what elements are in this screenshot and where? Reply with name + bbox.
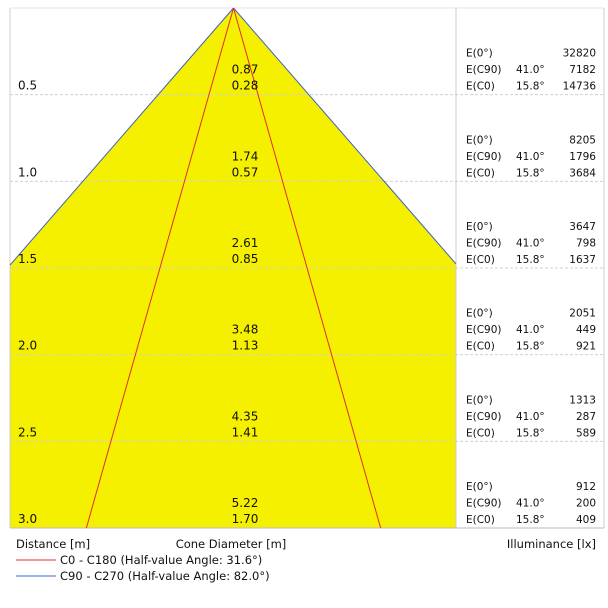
illuminance-value: 449 bbox=[576, 324, 596, 336]
illuminance-label: E(C0) bbox=[466, 167, 495, 179]
distance-label: 1.0 bbox=[18, 165, 37, 179]
illuminance-value: 912 bbox=[576, 481, 596, 493]
c0-edge-right bbox=[233, 7, 382, 529]
illuminance-value: 2051 bbox=[569, 308, 596, 320]
illuminance-value: 798 bbox=[576, 238, 596, 250]
illuminance-value: 3647 bbox=[569, 221, 596, 233]
distance-label: 0.5 bbox=[18, 79, 37, 93]
illuminance-angle: 15.8° bbox=[516, 427, 545, 439]
illuminance-value: 589 bbox=[576, 427, 596, 439]
c90-edge-right bbox=[233, 7, 457, 265]
illuminance-angle: 41.0° bbox=[516, 64, 545, 76]
illuminance-angle: 15.8° bbox=[516, 341, 545, 353]
illuminance-label: E(C90) bbox=[466, 151, 502, 163]
illuminance-angle: 15.8° bbox=[516, 167, 545, 179]
cone-diameter-c90: 5.22 bbox=[232, 496, 259, 510]
illuminance-label: E(C0) bbox=[466, 81, 495, 93]
illuminance-label: E(0°) bbox=[466, 481, 493, 493]
illuminance-value: 7182 bbox=[569, 64, 596, 76]
cone-diameter-c90: 4.35 bbox=[232, 409, 259, 423]
illuminance-value: 1796 bbox=[569, 151, 596, 163]
illuminance-label: E(C0) bbox=[466, 514, 495, 526]
illuminance-value: 200 bbox=[576, 498, 596, 510]
cone-diameter-c0: 0.57 bbox=[232, 165, 259, 179]
illuminance-label: E(C90) bbox=[466, 238, 502, 250]
illuminance-angle: 15.8° bbox=[516, 254, 545, 266]
illuminance-axis-label: Illuminance [lx] bbox=[507, 537, 596, 551]
illuminance-label: E(C90) bbox=[466, 498, 502, 510]
distance-axis-label: Distance [m] bbox=[16, 537, 90, 551]
legend-entry: C0 - C180 (Half-value Angle: 31.6°) bbox=[60, 553, 262, 567]
illuminance-label: E(0°) bbox=[466, 134, 493, 146]
illuminance-angle: 41.0° bbox=[516, 498, 545, 510]
illuminance-angle: 41.0° bbox=[516, 238, 545, 250]
cone-diameter-axis-label: Cone Diameter [m] bbox=[176, 537, 287, 551]
illuminance-label: E(C0) bbox=[466, 341, 495, 353]
c90-edge-left bbox=[9, 7, 234, 266]
illuminance-value: 8205 bbox=[569, 134, 596, 146]
illuminance-label: E(C0) bbox=[466, 254, 495, 266]
illuminance-value: 1637 bbox=[569, 254, 596, 266]
cone-diameter-c90: 1.74 bbox=[232, 149, 259, 163]
illuminance-value: 14736 bbox=[563, 81, 597, 93]
illuminance-value: 3684 bbox=[569, 167, 596, 179]
illuminance-label: E(0°) bbox=[466, 48, 493, 60]
illuminance-angle: 41.0° bbox=[516, 324, 545, 336]
cone-diameter-c90: 0.87 bbox=[232, 63, 259, 77]
illuminance-value: 921 bbox=[576, 341, 596, 353]
illuminance-value: 287 bbox=[576, 411, 596, 423]
distance-label: 2.5 bbox=[18, 425, 37, 439]
illuminance-label: E(C90) bbox=[466, 411, 502, 423]
cone-diameter-c0: 1.13 bbox=[232, 339, 259, 353]
illuminance-value: 32820 bbox=[563, 48, 596, 60]
distance-label: 3.0 bbox=[18, 512, 37, 526]
illuminance-label: E(0°) bbox=[466, 394, 493, 406]
cone-diameter-c90: 2.61 bbox=[232, 236, 259, 250]
cone-diameter-c0: 0.28 bbox=[232, 79, 259, 93]
illuminance-label: E(C0) bbox=[466, 427, 495, 439]
illuminance-label: E(0°) bbox=[466, 308, 493, 320]
legend-entry: C90 - C270 (Half-value Angle: 82.0°) bbox=[60, 569, 270, 583]
illuminance-label: E(0°) bbox=[466, 221, 493, 233]
cone-diameter-c0: 0.85 bbox=[232, 252, 259, 266]
cone-diameter-c0: 1.70 bbox=[232, 512, 259, 526]
cone-diameter-c90: 3.48 bbox=[232, 323, 259, 337]
illuminance-value: 409 bbox=[576, 514, 596, 526]
distance-label: 2.0 bbox=[18, 339, 37, 353]
illuminance-angle: 41.0° bbox=[516, 151, 545, 163]
illuminance-label: E(C90) bbox=[466, 64, 502, 76]
illuminance-angle: 41.0° bbox=[516, 411, 545, 423]
illuminance-angle: 15.8° bbox=[516, 514, 545, 526]
cone-diameter-c0: 1.41 bbox=[232, 425, 259, 439]
distance-label: 1.5 bbox=[18, 252, 37, 266]
illuminance-value: 1313 bbox=[569, 394, 596, 406]
illuminance-label: E(C90) bbox=[466, 324, 502, 336]
illuminance-angle: 15.8° bbox=[516, 81, 545, 93]
c0-edge-left bbox=[85, 7, 234, 529]
